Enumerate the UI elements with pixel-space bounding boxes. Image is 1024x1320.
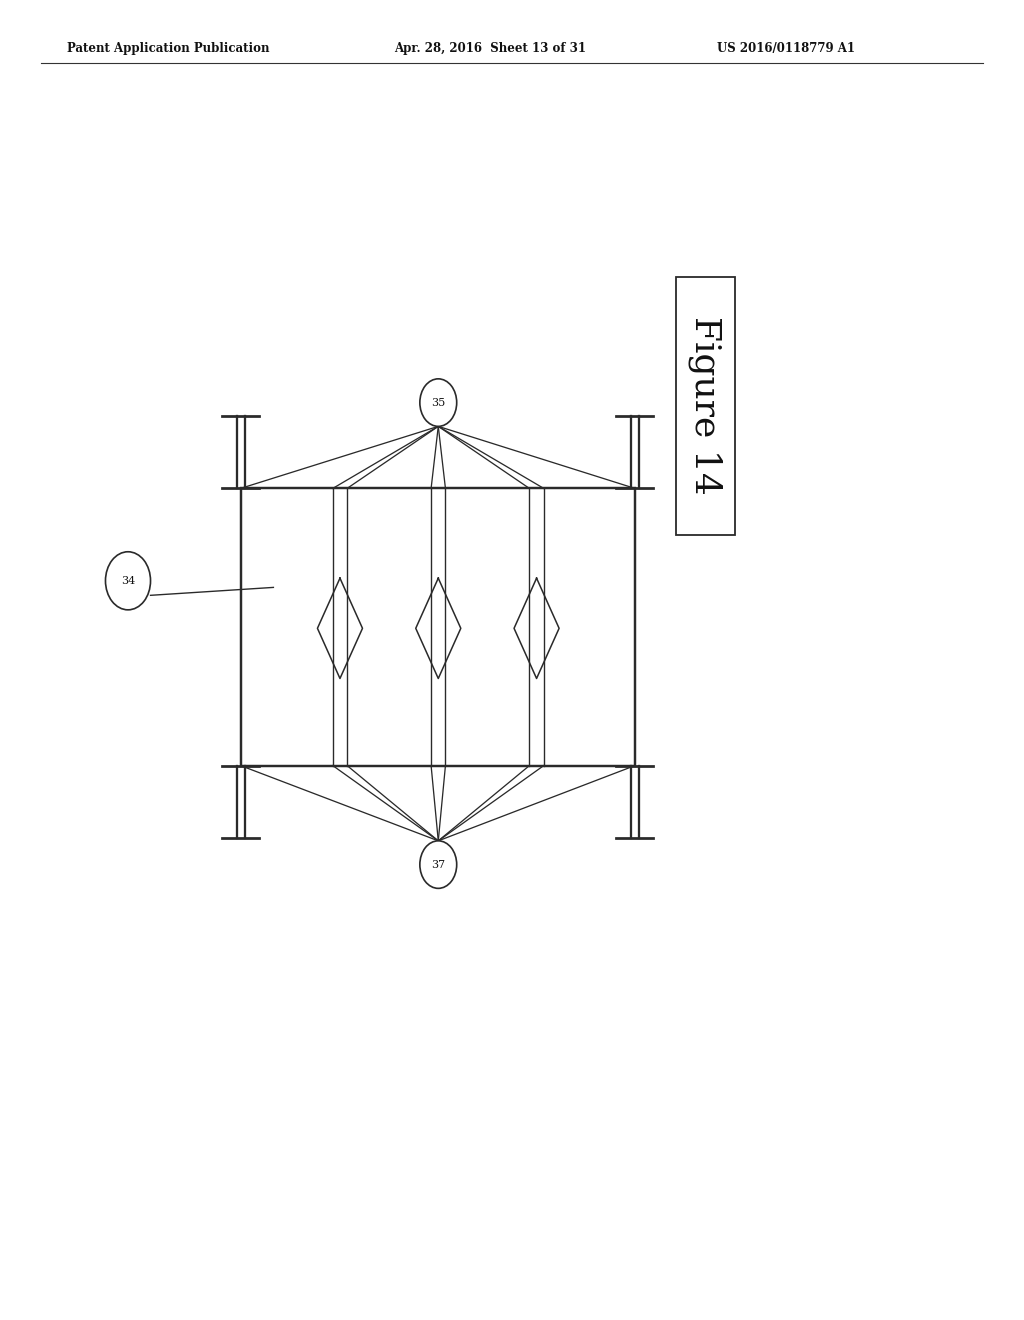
Text: 35: 35 — [431, 397, 445, 408]
Text: 34: 34 — [121, 576, 135, 586]
Circle shape — [420, 379, 457, 426]
Text: US 2016/0118779 A1: US 2016/0118779 A1 — [717, 42, 855, 55]
Bar — [241, 488, 635, 766]
Circle shape — [105, 552, 151, 610]
Bar — [676, 277, 735, 535]
Circle shape — [420, 841, 457, 888]
Text: 37: 37 — [431, 859, 445, 870]
Text: Figure 14: Figure 14 — [688, 317, 723, 495]
Text: Apr. 28, 2016  Sheet 13 of 31: Apr. 28, 2016 Sheet 13 of 31 — [394, 42, 586, 55]
Text: Patent Application Publication: Patent Application Publication — [67, 42, 269, 55]
